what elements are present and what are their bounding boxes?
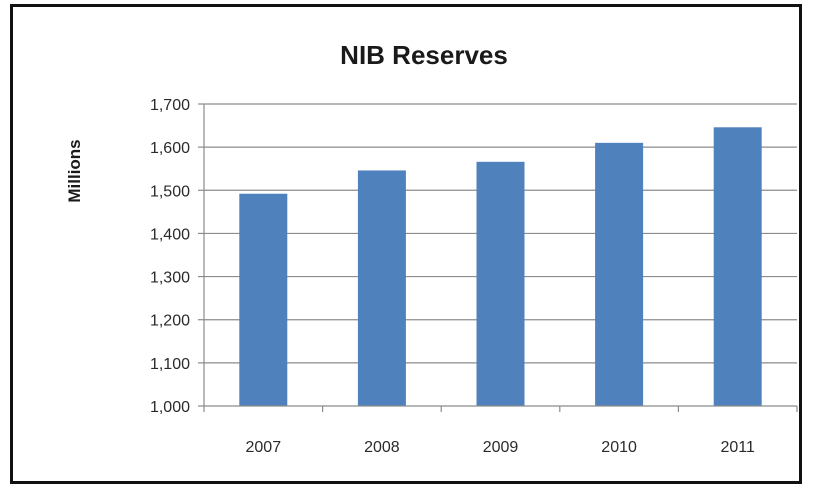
x-tick-label: 2008: [364, 439, 400, 456]
axis-layer: [198, 103, 798, 412]
y-tick-label: 1,500: [150, 183, 190, 200]
bar-2010: [595, 142, 644, 407]
bar-2007: [239, 193, 288, 406]
bar-2008: [357, 170, 406, 406]
x-tick-label: 2007: [246, 439, 282, 456]
y-axis-label: Millions: [65, 139, 84, 202]
chart-frame: [10, 4, 802, 484]
y-tick-label: 1,400: [150, 226, 190, 243]
x-tick-label: 2009: [483, 439, 519, 456]
x-tick-label: 2010: [601, 439, 637, 456]
chart-title: NIB Reserves: [340, 40, 508, 70]
y-tick-label: 1,200: [150, 313, 190, 330]
bar-2011: [713, 127, 762, 406]
y-tick-label: 1,100: [150, 356, 190, 373]
x-tick-label: 2011: [720, 439, 755, 456]
y-tick-label: 1,600: [150, 140, 190, 157]
y-tick-label: 1,000: [150, 399, 190, 416]
bar-2009: [476, 161, 525, 406]
y-tick-label: 1,700: [150, 97, 190, 114]
x-tick-labels: 2007 2008 2009 2010 2011: [246, 439, 756, 456]
y-tick-label: 1,300: [150, 270, 190, 287]
bar-layer: [239, 127, 762, 407]
y-tick-labels: 1,000 1,100 1,200 1,300 1,400 1,500 1,600 1,700: [150, 97, 190, 416]
